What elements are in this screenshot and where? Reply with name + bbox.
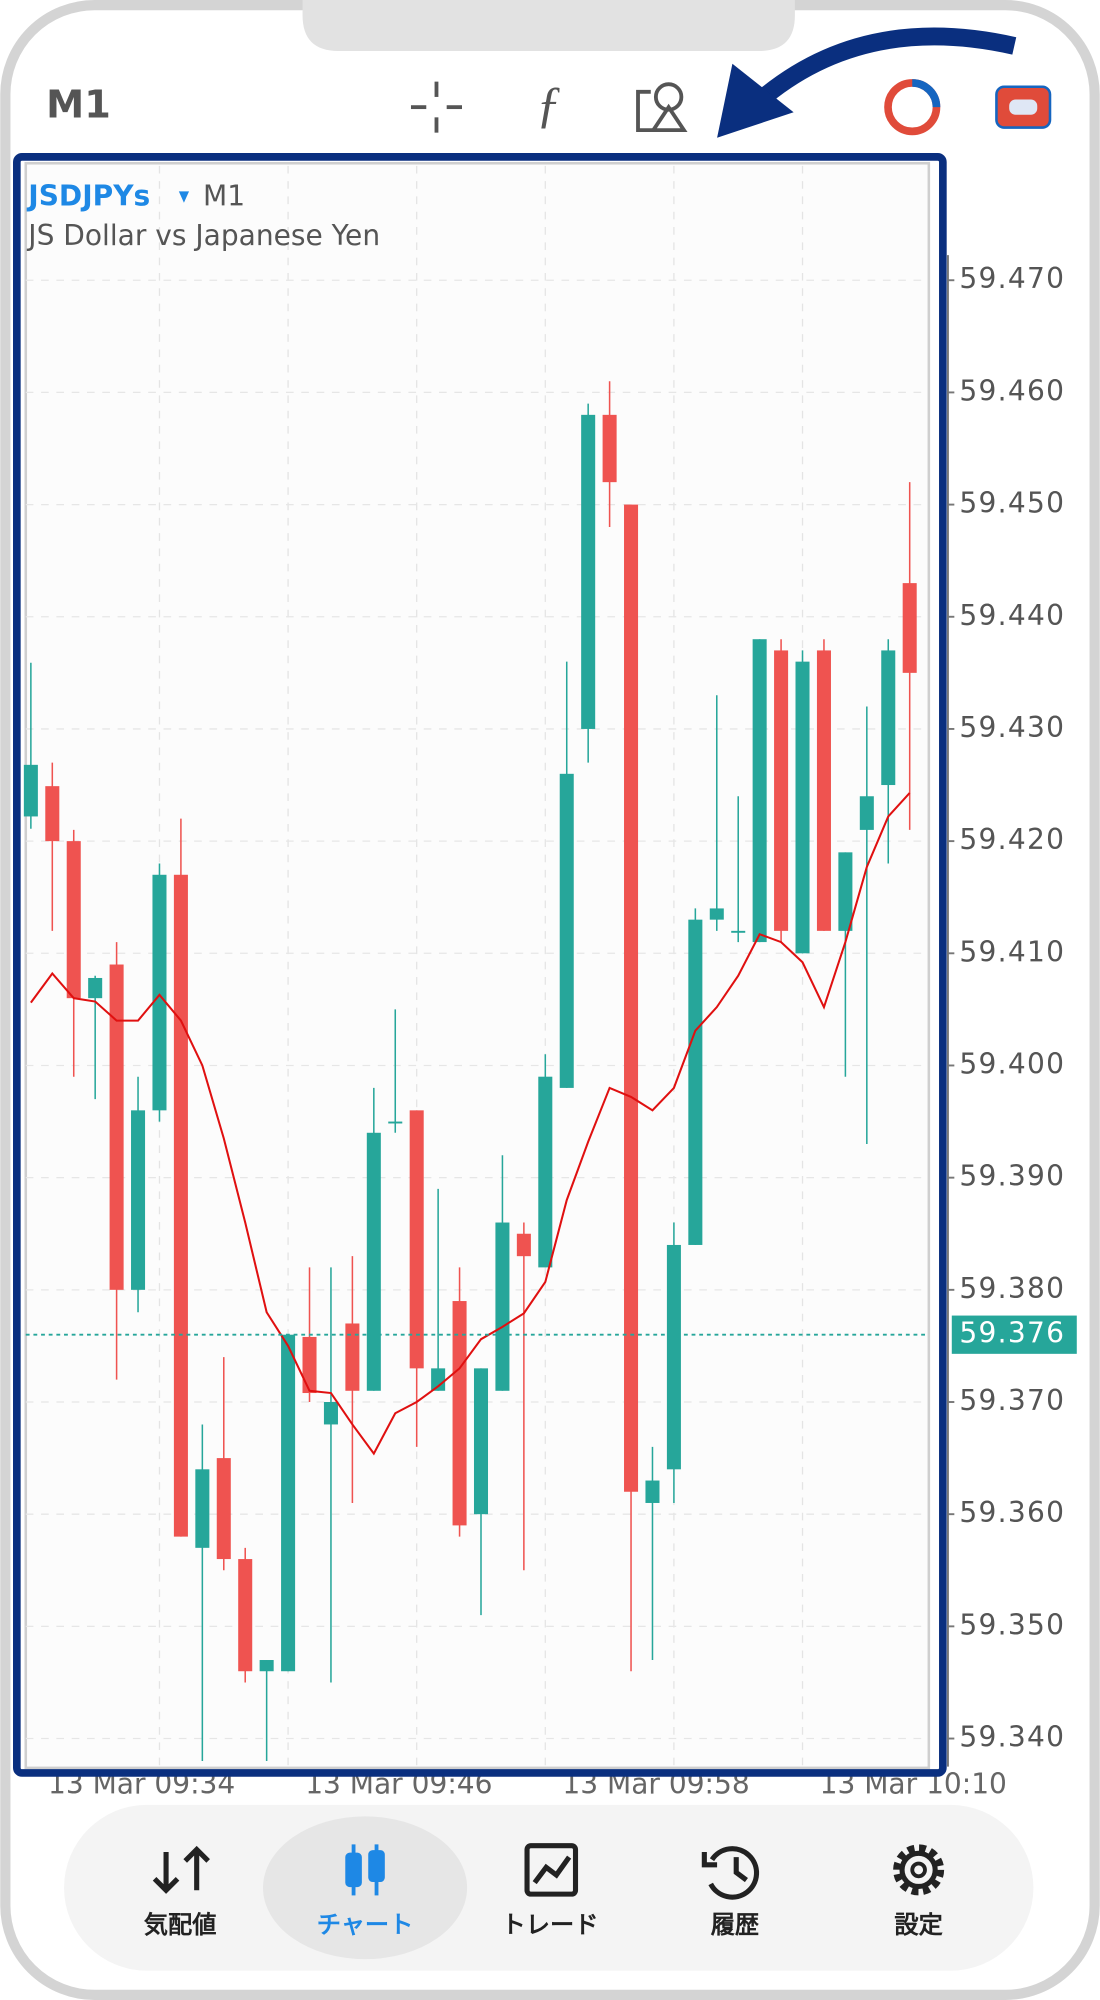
candle-body xyxy=(131,1110,146,1290)
symbol-dropdown[interactable] xyxy=(178,191,190,203)
account-icon-2[interactable] xyxy=(995,85,1052,129)
nav-icon-chart[interactable] xyxy=(345,1844,385,1896)
candle-body xyxy=(838,852,853,931)
y-tick-label: 59.450 xyxy=(959,487,1065,520)
candle-body xyxy=(581,414,596,729)
candle-body xyxy=(473,1368,489,1515)
candle-body xyxy=(816,650,831,931)
nav-label[interactable]: 設定 xyxy=(894,1911,942,1939)
candle-body xyxy=(409,1110,424,1369)
candle-body xyxy=(173,874,188,1537)
candle-body xyxy=(559,773,574,1088)
nav-icon-quotes[interactable] xyxy=(152,1845,210,1894)
candle-body xyxy=(195,1469,210,1548)
candle-body xyxy=(431,1368,446,1391)
candle-body xyxy=(323,1402,338,1425)
candle-body xyxy=(259,1660,274,1672)
candle-body xyxy=(452,1301,467,1526)
candle-body xyxy=(345,1323,360,1391)
bottom-nav xyxy=(64,1804,1034,1971)
indicator-icon[interactable]: ƒ xyxy=(536,77,562,133)
candle-body xyxy=(109,964,124,1290)
nav-label[interactable]: トレード xyxy=(502,1911,599,1939)
y-tick-label: 59.440 xyxy=(959,599,1065,632)
chart-subtitle: JS Dollar vs Japanese Yen xyxy=(26,219,380,252)
candle-body xyxy=(645,1480,660,1503)
account-icon-1[interactable] xyxy=(884,79,941,136)
candle-body xyxy=(495,1222,510,1391)
symbol[interactable]: JSDJPYs xyxy=(26,180,150,213)
candle-body xyxy=(731,930,746,933)
nav-label[interactable]: チャート xyxy=(317,1911,414,1939)
candle-body xyxy=(902,583,917,673)
candle-body xyxy=(152,874,167,1111)
current-price-label: 59.376 xyxy=(959,1317,1065,1350)
candle-body xyxy=(23,764,38,817)
chart: 59.340 59.350 59.360 59.370 59.380 59.390 59.4… xyxy=(23,165,1077,1801)
nav-labels: 気配値 チャート トレード 履歴 設定 xyxy=(144,1911,943,1939)
nav-icon-history[interactable] xyxy=(701,1846,760,1900)
y-tick-label: 59.360 xyxy=(959,1496,1065,1529)
y-tick-label: 59.390 xyxy=(959,1160,1065,1193)
y-tick-label: 59.350 xyxy=(959,1608,1065,1641)
y-tick-label: 59.380 xyxy=(959,1272,1065,1305)
nav-label[interactable]: 気配値 xyxy=(144,1911,217,1939)
y-tick-label: 59.460 xyxy=(959,374,1065,407)
y-tick-label: 59.400 xyxy=(959,1047,1065,1080)
y-tick-label: 59.430 xyxy=(959,711,1065,744)
moving-average-line xyxy=(30,792,911,1456)
candle-body xyxy=(752,639,767,943)
candle-body xyxy=(302,1336,317,1394)
notch xyxy=(302,0,795,52)
candle-body xyxy=(388,1121,403,1124)
candle-body xyxy=(238,1559,253,1672)
y-tick-label: 59.420 xyxy=(959,823,1065,856)
candle-body xyxy=(774,650,789,931)
timeframe-button[interactable]: M1 xyxy=(46,83,111,128)
candle-body xyxy=(538,1076,553,1268)
candle-body xyxy=(366,1132,381,1391)
candle-body xyxy=(881,650,896,786)
crosshair-icon[interactable] xyxy=(410,81,462,133)
candle-body xyxy=(859,796,874,830)
candle-body xyxy=(709,908,724,920)
candle-body xyxy=(795,661,810,954)
highlight-frame xyxy=(13,153,947,1777)
candle-body xyxy=(45,786,60,842)
candle-body xyxy=(281,1334,296,1672)
nav-icon-settings[interactable] xyxy=(893,1844,945,1896)
candle-body xyxy=(688,919,703,1245)
candle-body xyxy=(516,1233,531,1257)
y-tick-label: 59.410 xyxy=(959,935,1065,968)
nav-label[interactable]: 履歴 xyxy=(711,1911,759,1939)
y-tick-label: 59.340 xyxy=(959,1721,1065,1754)
y-tick-label: 59.470 xyxy=(959,262,1065,295)
candle-body xyxy=(666,1244,681,1470)
candle-body xyxy=(216,1458,231,1560)
y-tick-label: 59.370 xyxy=(959,1384,1065,1417)
candle-body xyxy=(624,504,639,1492)
current-price-box xyxy=(951,1315,1077,1354)
nav-icon-trade[interactable] xyxy=(524,1843,579,1897)
candle-body xyxy=(66,841,81,999)
annotation-arrow xyxy=(717,27,1017,138)
nav-active-pill xyxy=(263,1816,468,1960)
candle-body xyxy=(602,414,617,483)
chart-timeframe: M1 xyxy=(203,180,245,213)
candle-body xyxy=(88,977,103,999)
objects-icon[interactable] xyxy=(636,82,688,133)
